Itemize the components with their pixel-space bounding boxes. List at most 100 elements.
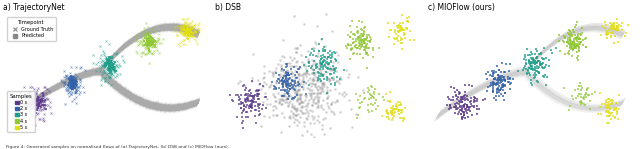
Point [452, 97, 462, 100]
Point [335, 76, 346, 78]
Point [326, 60, 336, 62]
Point [351, 44, 361, 46]
Point [33, 97, 43, 99]
Point [272, 114, 282, 116]
Point [520, 65, 531, 68]
Point [245, 94, 255, 97]
Point [74, 78, 84, 80]
Point [565, 46, 575, 48]
Point [495, 88, 506, 90]
Point [611, 111, 621, 114]
Point [30, 103, 40, 105]
Point [452, 89, 462, 92]
Point [580, 37, 591, 39]
Point [292, 47, 302, 49]
Point [348, 41, 358, 44]
Point [238, 102, 248, 105]
Point [458, 114, 468, 116]
Point [493, 87, 504, 89]
Point [281, 81, 291, 83]
Point [144, 44, 154, 46]
Point [150, 45, 160, 48]
Point [295, 66, 305, 68]
Point [135, 39, 145, 42]
Point [456, 98, 467, 101]
Point [601, 98, 611, 101]
Point [38, 93, 48, 95]
Point [281, 78, 291, 81]
Point [282, 73, 292, 76]
Point [295, 94, 305, 97]
Point [291, 91, 301, 94]
Point [611, 25, 621, 27]
Point [282, 91, 292, 94]
Point [95, 45, 105, 48]
Point [313, 85, 323, 88]
Point [184, 29, 194, 31]
Point [38, 104, 49, 106]
Point [331, 67, 341, 69]
Point [271, 72, 281, 74]
Point [286, 95, 296, 98]
Point [310, 96, 320, 99]
Point [181, 37, 191, 39]
Point [244, 105, 255, 107]
Point [497, 76, 508, 78]
Point [456, 95, 467, 98]
Point [397, 38, 408, 40]
Point [71, 82, 81, 85]
Point [464, 84, 474, 86]
Point [583, 87, 593, 89]
Point [131, 35, 141, 38]
Point [531, 62, 541, 64]
Point [534, 71, 545, 74]
Point [104, 60, 114, 63]
Point [289, 90, 299, 92]
Point [522, 73, 532, 76]
Point [565, 38, 575, 41]
Point [499, 98, 509, 101]
Point [286, 82, 296, 84]
Point [144, 41, 154, 43]
Point [300, 81, 310, 83]
Point [144, 37, 154, 39]
Point [180, 29, 191, 31]
Point [330, 58, 340, 60]
Point [292, 90, 303, 93]
Point [559, 35, 570, 37]
Point [268, 75, 278, 77]
Point [234, 96, 244, 98]
Point [348, 53, 358, 55]
Point [454, 91, 465, 93]
Point [181, 31, 191, 33]
Point [312, 63, 323, 65]
Point [259, 72, 269, 74]
Point [363, 87, 373, 89]
Point [604, 98, 614, 100]
Point [24, 110, 35, 112]
Point [297, 105, 307, 107]
Point [26, 106, 36, 109]
Point [547, 52, 557, 54]
Point [289, 57, 300, 59]
Point [358, 34, 369, 37]
Point [365, 38, 376, 40]
Point [284, 78, 294, 80]
Point [60, 81, 70, 83]
Point [27, 114, 37, 116]
Point [76, 91, 86, 93]
Point [260, 92, 271, 95]
Point [579, 44, 589, 46]
Point [189, 29, 200, 32]
Point [158, 38, 168, 41]
Point [21, 104, 31, 107]
Point [600, 103, 610, 105]
Point [109, 67, 119, 70]
Point [188, 32, 198, 34]
Point [150, 40, 160, 42]
Point [578, 97, 588, 99]
Point [350, 46, 360, 48]
Point [68, 79, 79, 81]
Point [351, 26, 362, 28]
Point [305, 121, 315, 124]
